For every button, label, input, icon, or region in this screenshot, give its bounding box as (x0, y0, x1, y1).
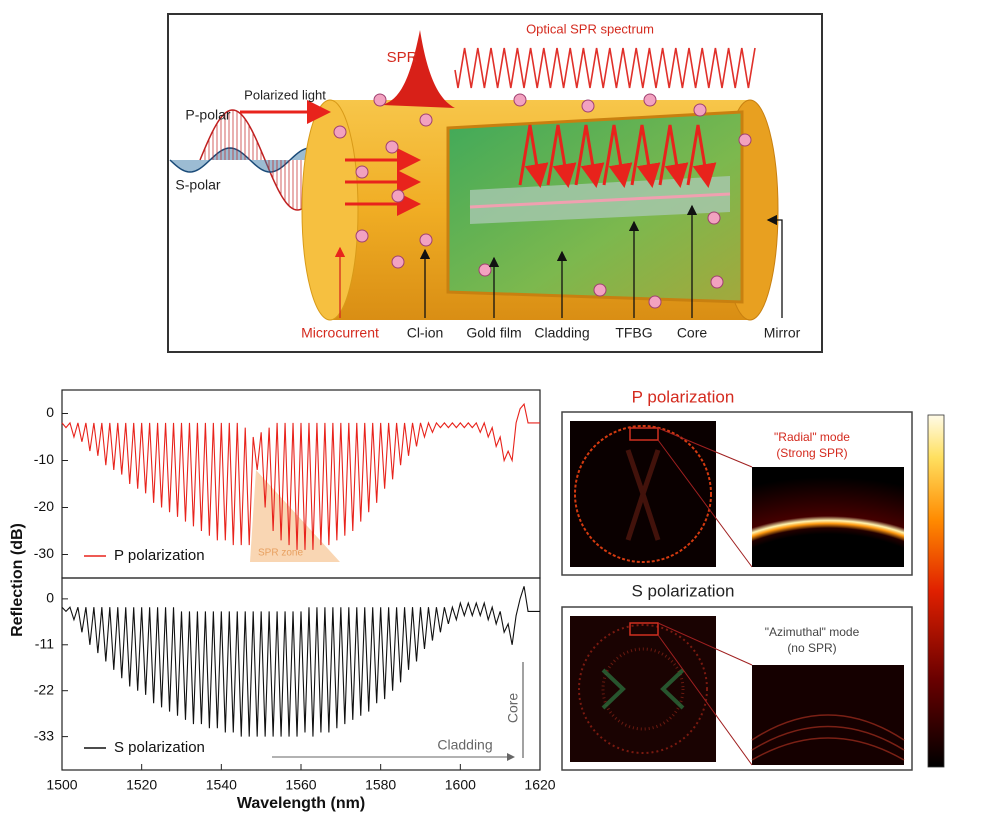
light-label: Polarized light (244, 87, 326, 102)
ion (513, 93, 527, 107)
ion (355, 229, 369, 243)
tfbg-line (469, 192, 731, 209)
mode-label: "Azimuthal" mode (765, 625, 860, 639)
s-ring-inner (601, 647, 685, 731)
x-tick-label: 1620 (524, 777, 555, 793)
ion (593, 283, 607, 297)
y-tick-label: -20 (34, 498, 54, 514)
x-axis-label: Wavelength (nm) (237, 795, 365, 812)
ion (581, 99, 595, 113)
x-tick-label: 1600 (445, 777, 476, 793)
part-label: Core (677, 325, 708, 341)
p-zoom-image (752, 467, 904, 567)
y-tick-label: -30 (34, 545, 54, 561)
panel-title: S polarization (631, 581, 734, 600)
pointers (334, 204, 783, 318)
part-label: TFBG (615, 325, 652, 341)
annotation: SPR zone (258, 548, 303, 559)
ion (643, 93, 657, 107)
reflection-arrow (518, 124, 549, 188)
s-crosssection (570, 616, 716, 762)
p-pattern (625, 449, 661, 541)
ion (391, 255, 405, 269)
ion (373, 93, 387, 107)
x-tick-label: 1520 (126, 777, 157, 793)
ion (707, 211, 721, 225)
reflection-arrow (574, 124, 605, 188)
legend-label: P polarization (114, 547, 205, 564)
s-zoom-rings (751, 714, 905, 761)
y-tick-label: 0 (46, 404, 54, 420)
spr-zone (250, 470, 340, 562)
y-tick-label: -11 (35, 635, 54, 651)
s-zoom-lines (657, 622, 753, 766)
ion (710, 275, 724, 289)
reflection-arrow (686, 124, 717, 188)
reflection-arrow (602, 124, 633, 188)
y-tick-label: -10 (34, 451, 54, 467)
part-label: Microcurrent (301, 325, 379, 341)
reflection-arrow (546, 124, 577, 188)
y-tick-label: 0 (46, 590, 54, 606)
p-polar-label: P-polar (185, 107, 230, 123)
spr-peak (382, 30, 455, 108)
spectrum-line (61, 586, 540, 737)
ion (693, 103, 707, 117)
reflection-arrow (658, 124, 689, 188)
y-axis-label: Reflection (dB) (9, 523, 26, 637)
x-tick-label: 1540 (206, 777, 237, 793)
s-wave (169, 147, 331, 173)
spr-label: SPR (387, 49, 418, 66)
s-zoom-box (629, 622, 659, 636)
ion (478, 263, 492, 277)
ion (391, 189, 405, 203)
part-label: Cl-ion (407, 325, 444, 341)
annotation: Core (505, 693, 521, 724)
fiber-front (301, 99, 359, 321)
legend-label: S polarization (114, 739, 205, 756)
s-ring (578, 624, 708, 754)
reflection-arrows (518, 124, 717, 188)
s-polar-label: S-polar (175, 177, 220, 193)
cl-ions (333, 93, 752, 309)
x-tick-label: 1500 (46, 777, 77, 793)
x-tick-label: 1560 (285, 777, 316, 793)
spectra: 0 -10 -20 -30 P polarization Reflection (dB) 0… (9, 389, 556, 812)
mode-note: (Strong SPR) (776, 446, 847, 460)
ion (419, 233, 433, 247)
p-zoom-box (629, 427, 659, 441)
part-label: Mirror (764, 325, 801, 341)
part-label: Gold film (466, 325, 521, 341)
mode-images: P polarization "Radial" mode (Strong SPR… (561, 387, 913, 771)
spectrum-line (61, 402, 540, 550)
ion (333, 125, 347, 139)
y-tick-label: -22 (34, 681, 54, 697)
spectrum-label: Optical SPR spectrum (526, 21, 654, 36)
mode-note: (no SPR) (787, 641, 836, 655)
reflection-arrow (630, 124, 661, 188)
ion (385, 140, 399, 154)
ion (419, 113, 433, 127)
colorbar-ramp (927, 414, 945, 768)
panel-title: P polarization (632, 387, 735, 406)
light-arrows (240, 100, 421, 216)
s-pattern (601, 668, 685, 710)
spectrum-sketch (454, 47, 756, 89)
colorbar (927, 414, 945, 768)
ion (738, 133, 752, 147)
ion (355, 165, 369, 179)
mode-label: "Radial" mode (774, 430, 850, 444)
x-tick-label: 1580 (365, 777, 396, 793)
p-ring (574, 425, 712, 563)
annotation: Cladding (437, 737, 492, 753)
part-label: Cladding (534, 325, 589, 341)
schematic: Optical SPR spectrum SPR Polarized light… (167, 13, 823, 353)
ion (648, 295, 662, 309)
p-zoom-lines (657, 427, 753, 568)
y-tick-label: -33 (34, 727, 54, 743)
